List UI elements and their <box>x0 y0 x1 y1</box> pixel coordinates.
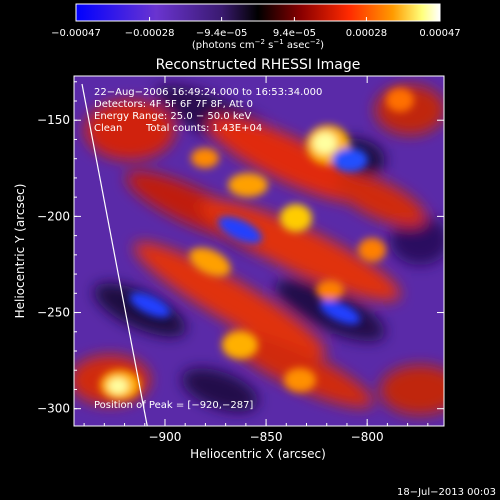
y-axis-label: Heliocentric Y (arcsec) <box>13 184 27 319</box>
timestamp: 18−Jul−2013 00:03 <box>397 487 496 498</box>
colorbar-tick-label: 0.00028 <box>346 28 387 39</box>
colorbar-units: (photons cm−2 s−1 asec−2) <box>192 38 324 51</box>
colorbar-tick-label: −0.00028 <box>125 28 175 39</box>
y-axis-ticks: −150 −200 −250 −300 <box>37 81 444 416</box>
x-tick-label: −850 <box>250 430 283 444</box>
info-detectors: Detectors: 4F 5F 6F 7F 8F, Att 0 <box>94 99 253 110</box>
x-axis-label: Heliocentric X (arcsec) <box>190 447 326 461</box>
colorbar-tick-label: −9.4e−05 <box>196 28 248 39</box>
info-time-range: 22−Aug−2006 16:49:24.000 to 16:53:34.000 <box>94 87 322 98</box>
colorbar-tick-label: 9.4e−05 <box>273 28 316 39</box>
info-clean: Clean <box>94 123 122 134</box>
plot-frame <box>73 75 445 427</box>
y-tick-label: −300 <box>37 402 70 416</box>
colorbar <box>75 3 441 22</box>
x-axis-ticks: −900 −850 −800 <box>83 76 429 444</box>
solar-limb-line <box>81 83 148 426</box>
colorbar-tick-label: −0.00047 <box>51 28 101 39</box>
colorbar-tick-label: 0.00047 <box>419 28 460 39</box>
y-tick-label: −250 <box>37 306 70 320</box>
info-block: 22−Aug−2006 16:49:24.000 to 16:53:34.000… <box>94 87 322 134</box>
info-energy-range: Energy Range: 25.0 − 50.0 keV <box>94 111 251 122</box>
y-tick-label: −200 <box>37 209 70 223</box>
x-tick-label: −800 <box>351 430 384 444</box>
plot-title: Reconstructed RHESSI Image <box>156 57 361 73</box>
reconstructed-image <box>74 76 444 426</box>
x-tick-label: −900 <box>148 430 181 444</box>
colorbar-ticks: −0.00047 −0.00028 −9.4e−05 9.4e−05 0.00028 0.… <box>51 17 461 39</box>
peak-position: Position of Peak = [−920,−287] <box>94 400 253 411</box>
info-total-counts: Total counts: 1.43E+04 <box>145 123 262 134</box>
y-tick-label: −150 <box>37 113 70 127</box>
